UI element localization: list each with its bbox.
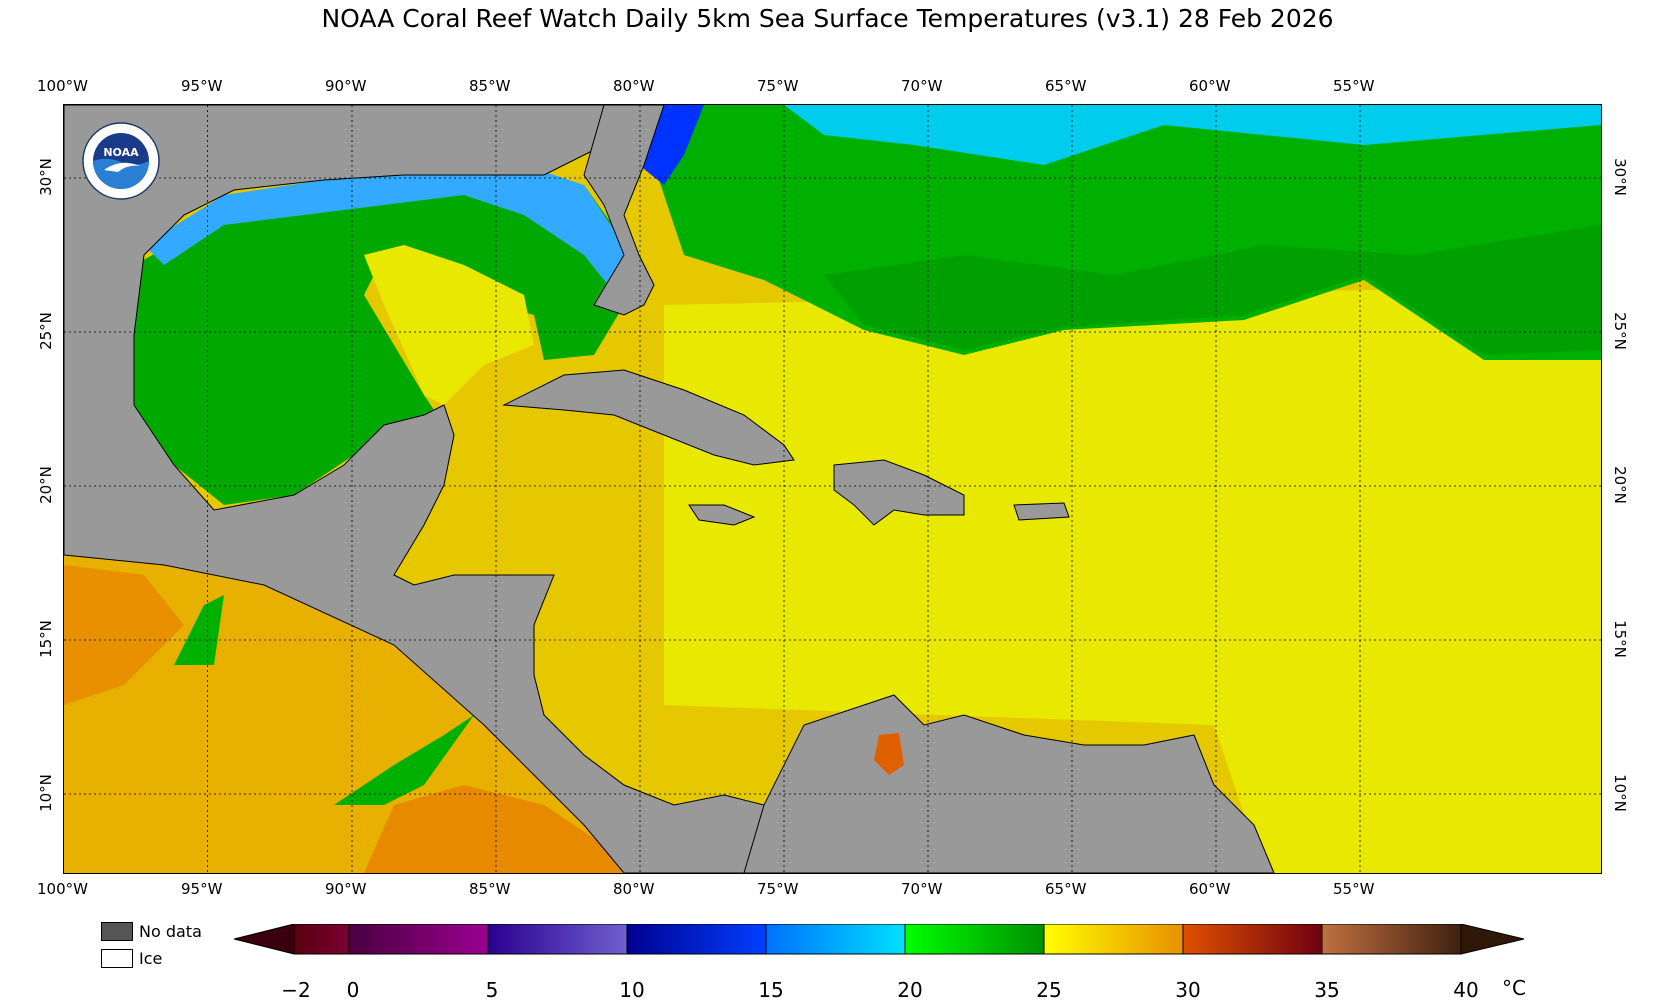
lon-top-label-4: 80°W (613, 77, 655, 95)
lon-bottom-label-2: 90°W (325, 880, 367, 898)
colorbar-tick-3: 10 (619, 978, 645, 1002)
lon-bottom-label-3: 85°W (469, 880, 511, 898)
lon-top-label-9: 55°W (1333, 77, 1375, 95)
colorbar-tick-5: 20 (897, 978, 923, 1002)
colorbar-tick-8: 35 (1314, 978, 1340, 1002)
colorbar-tick-1: 0 (346, 978, 360, 1002)
lat-right-label-1: 25°N (1611, 312, 1629, 350)
lon-top-label-1: 95°W (181, 77, 223, 95)
lon-top-label-3: 85°W (469, 77, 511, 95)
lon-bottom-label-1: 95°W (181, 880, 223, 898)
noaa-logo: NOAA (82, 122, 160, 200)
colorbar-unit: °C (1502, 976, 1526, 1000)
ice-swatch (101, 949, 133, 968)
map-title: NOAA Coral Reef Watch Daily 5km Sea Surf… (321, 4, 1334, 33)
colorbar-tick-9: 40 (1453, 978, 1479, 1002)
colorbar-tick-6: 25 (1036, 978, 1062, 1002)
ice-label: Ice (139, 949, 163, 968)
lon-top-label-7: 65°W (1045, 77, 1087, 95)
lat-left-label-3: 15°N (37, 620, 55, 658)
lat-left-label-1: 25°N (37, 312, 55, 350)
lon-bottom-label-7: 65°W (1045, 880, 1087, 898)
colorbar-tick-0: −2 (281, 978, 311, 1002)
lon-bottom-label-6: 70°W (901, 880, 943, 898)
logo-text: NOAA (103, 146, 139, 159)
lon-bottom-label-8: 60°W (1189, 880, 1231, 898)
sst-map-graphic (63, 104, 1601, 874)
lat-left-label-4: 10°N (37, 774, 55, 812)
lat-right-label-2: 20°N (1611, 466, 1629, 504)
lon-bottom-label-0: 100°W (37, 880, 88, 898)
lat-left-label-2: 20°N (37, 466, 55, 504)
lat-left-label-0: 30°N (37, 158, 55, 196)
lon-top-label-0: 100°W (37, 77, 88, 95)
no-data-label: No data (139, 922, 202, 941)
lon-top-label-6: 70°W (901, 77, 943, 95)
no-data-swatch (101, 922, 133, 941)
colorbar-tick-2: 5 (485, 978, 499, 1002)
lon-top-label-8: 60°W (1189, 77, 1231, 95)
colorbar-tick-7: 30 (1175, 978, 1201, 1002)
lat-right-label-0: 30°N (1611, 158, 1629, 196)
lon-bottom-label-5: 75°W (757, 880, 799, 898)
lon-top-label-5: 75°W (757, 77, 799, 95)
sst-map[interactable] (63, 104, 1602, 874)
lon-top-label-2: 90°W (325, 77, 367, 95)
lon-bottom-label-9: 55°W (1333, 880, 1375, 898)
colorbar-tick-4: 15 (758, 978, 784, 1002)
lat-right-label-3: 15°N (1611, 620, 1629, 658)
lon-bottom-label-4: 80°W (613, 880, 655, 898)
lat-right-label-4: 10°N (1611, 774, 1629, 812)
temperature-colorbar (234, 924, 1525, 955)
